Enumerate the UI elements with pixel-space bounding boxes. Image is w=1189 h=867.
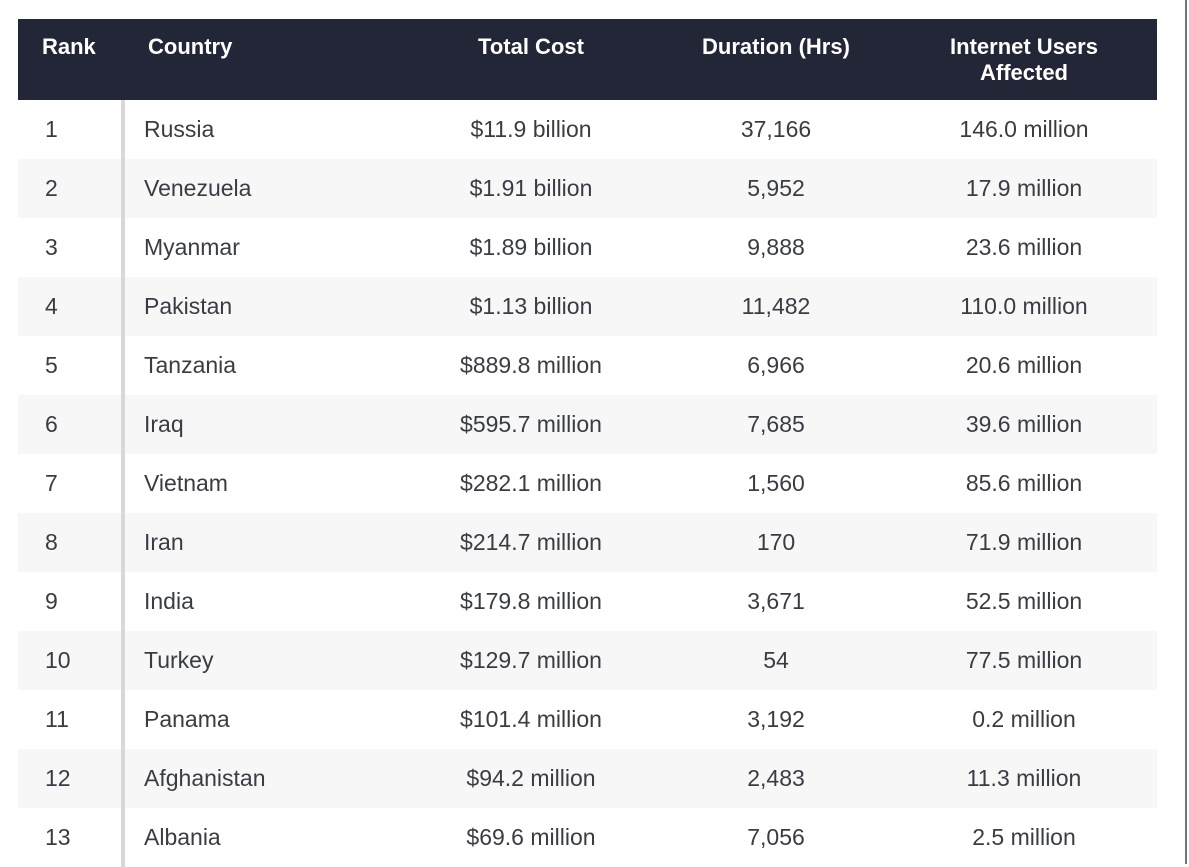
cell-country: Albania: [144, 824, 221, 850]
cell-internet-users-affected: 77.5 million: [965, 647, 1083, 673]
cell-internet-users-affected: 2.5 million: [972, 824, 1076, 850]
cell-internet-users-affected: 20.6 million: [965, 352, 1083, 378]
table-row: 12 Afghanistan $94.2 million 2,483 11.3 …: [18, 749, 1157, 808]
cell-rank: 3: [18, 218, 125, 277]
cell-duration-hrs: 2,483: [747, 765, 805, 791]
cell-rank: 11: [18, 690, 125, 749]
cell-internet-users-affected: 0.2 million: [972, 706, 1076, 732]
cell-internet-users-affected: 23.6 million: [965, 234, 1083, 260]
cell-rank: 10: [18, 631, 125, 690]
cell-total-cost: $94.2 million: [466, 765, 596, 791]
header-rank: Rank: [42, 34, 96, 59]
cell-country: Russia: [144, 116, 215, 142]
data-table: Rank Country Total Cost Duration (Hrs) I…: [18, 19, 1157, 867]
cell-duration-hrs: 11,482: [741, 293, 811, 319]
cell-total-cost: $11.9 billion: [470, 116, 592, 142]
header-internet-users-affected-label: Internet Users Affected: [950, 34, 1098, 85]
cell-total-cost: $1.13 billion: [469, 293, 593, 319]
cell-internet-users-affected: 71.9 million: [965, 529, 1083, 555]
cell-country: Afghanistan: [144, 765, 266, 791]
cell-total-cost: $1.89 billion: [469, 234, 593, 260]
cell-total-cost: $1.91 billion: [469, 175, 593, 201]
cell-total-cost: $69.6 million: [466, 824, 596, 850]
table-row: 9 India $179.8 million 3,671 52.5 millio…: [18, 572, 1157, 631]
cell-duration-hrs: 170: [756, 529, 796, 555]
table-row: 7 Vietnam $282.1 million 1,560 85.6 mill…: [18, 454, 1157, 513]
cell-rank: 6: [18, 395, 125, 454]
cell-total-cost: $889.8 million: [460, 352, 602, 378]
header-duration-hrs: Duration (Hrs): [702, 34, 850, 59]
cell-internet-users-affected: 52.5 million: [965, 588, 1083, 614]
cell-duration-hrs: 3,671: [747, 588, 805, 614]
cell-total-cost: $129.7 million: [460, 647, 602, 673]
cell-rank: 13: [18, 808, 125, 867]
cell-rank: 1: [18, 100, 125, 159]
cell-internet-users-affected: 110.0 million: [960, 293, 1088, 319]
cell-duration-hrs: 9,888: [747, 234, 805, 260]
header-internet-users-affected: Internet Users Affected: [891, 19, 1157, 100]
cell-rank: 2: [18, 159, 125, 218]
table-row: 1 Russia $11.9 billion 37,166 146.0 mill…: [18, 100, 1157, 159]
cell-country: Tanzania: [144, 352, 237, 378]
table-row: 3 Myanmar $1.89 billion 9,888 23.6 milli…: [18, 218, 1157, 277]
cell-duration-hrs: 7,685: [747, 411, 805, 437]
cell-total-cost: $101.4 million: [460, 706, 602, 732]
cell-country: Vietnam: [144, 470, 228, 496]
cell-rank: 5: [18, 336, 125, 395]
table-row: 6 Iraq $595.7 million 7,685 39.6 million: [18, 395, 1157, 454]
cell-total-cost: $179.8 million: [460, 588, 602, 614]
table-row: 13 Albania $69.6 million 7,056 2.5 milli…: [18, 808, 1157, 867]
cell-total-cost: $595.7 million: [460, 411, 602, 437]
cell-rank: 12: [18, 749, 125, 808]
cell-country: Panama: [144, 706, 230, 732]
cell-country: Myanmar: [144, 234, 240, 260]
cell-country: Turkey: [144, 647, 214, 673]
cell-country: India: [144, 588, 194, 614]
cell-rank: 8: [18, 513, 125, 572]
cell-internet-users-affected: 85.6 million: [965, 470, 1083, 496]
cell-duration-hrs: 1,560: [747, 470, 805, 496]
cell-internet-users-affected: 11.3 million: [966, 765, 1082, 791]
cell-internet-users-affected: 17.9 million: [965, 175, 1083, 201]
cell-country: Pakistan: [144, 293, 233, 319]
table-row: 11 Panama $101.4 million 3,192 0.2 milli…: [18, 690, 1157, 749]
cell-duration-hrs: 3,192: [747, 706, 805, 732]
cell-rank: 9: [18, 572, 125, 631]
table-header: Rank Country Total Cost Duration (Hrs) I…: [18, 19, 1157, 100]
table-row: 5 Tanzania $889.8 million 6,966 20.6 mil…: [18, 336, 1157, 395]
table-body: 1 Russia $11.9 billion 37,166 146.0 mill…: [18, 100, 1157, 867]
cell-rank: 4: [18, 277, 125, 336]
cell-duration-hrs: 54: [763, 647, 789, 673]
cell-rank: 7: [18, 454, 125, 513]
cell-total-cost: $282.1 million: [460, 470, 602, 496]
cell-internet-users-affected: 39.6 million: [965, 411, 1083, 437]
table-row: 2 Venezuela $1.91 billion 5,952 17.9 mil…: [18, 159, 1157, 218]
cell-country: Iraq: [144, 411, 184, 437]
cell-duration-hrs: 7,056: [747, 824, 805, 850]
cell-internet-users-affected: 146.0 million: [959, 116, 1089, 142]
cell-duration-hrs: 5,952: [747, 175, 805, 201]
table-row: 10 Turkey $129.7 million 54 77.5 million: [18, 631, 1157, 690]
header-total-cost: Total Cost: [478, 34, 584, 59]
cell-country: Venezuela: [144, 175, 252, 201]
cell-total-cost: $214.7 million: [460, 529, 602, 555]
screen-right-edge-line: [1185, 0, 1187, 864]
cell-country: Iran: [144, 529, 184, 555]
cell-duration-hrs: 37,166: [740, 116, 812, 142]
cell-duration-hrs: 6,966: [747, 352, 805, 378]
table-row: 4 Pakistan $1.13 billion 11,482 110.0 mi…: [18, 277, 1157, 336]
table-row: 8 Iran $214.7 million 170 71.9 million: [18, 513, 1157, 572]
header-country: Country: [148, 34, 233, 59]
